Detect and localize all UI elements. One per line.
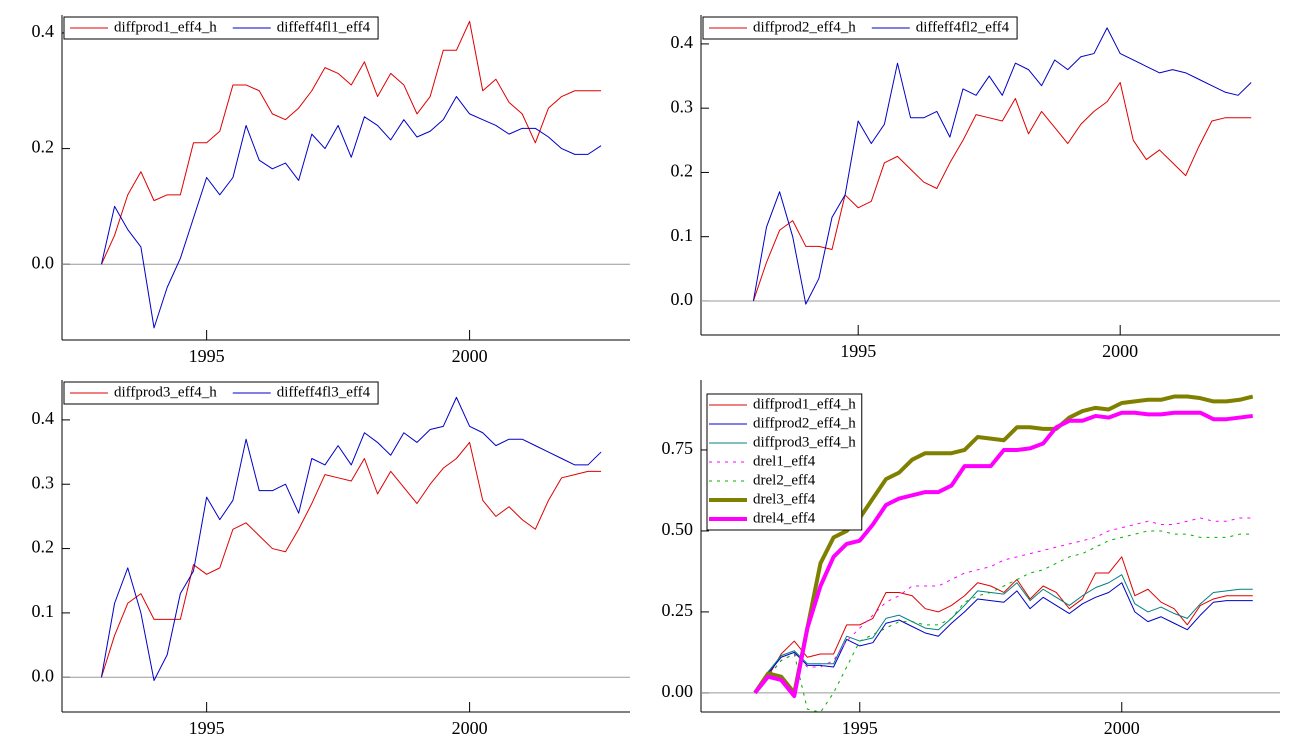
y-tick-label: 0.4 (671, 32, 694, 52)
legend-label: diffprod1_eff4_h (753, 396, 856, 412)
legend: diffprod1_eff4_h diffeff4fl1_eff4 (63, 16, 379, 40)
legend: diffprod2_eff4_h diffeff4fl2_eff4 (702, 16, 1018, 40)
y-tick-label: 0.3 (32, 472, 55, 492)
legend-label: drel2_eff4 (753, 472, 816, 488)
legend-label: diffeff4fl2_eff4 (916, 19, 1010, 35)
series-line (100, 441, 602, 678)
legend: diffprod1_eff4_h diffprod2_eff4_h diffprod… (706, 393, 863, 531)
y-tick-label: 0.2 (671, 161, 694, 181)
legend-label: drel1_eff4 (753, 453, 816, 469)
series-line (753, 410, 1253, 699)
y-tick-label: 0.0 (32, 665, 55, 685)
legend-label: diffprod1_eff4_h (114, 19, 217, 35)
series-line (752, 27, 1252, 305)
x-tick-label: 1995 (189, 718, 225, 738)
x-tick-label: 2000 (452, 346, 488, 366)
series-line (754, 517, 1253, 694)
y-tick-label: 0.1 (32, 601, 55, 621)
y-tick-label: 0.25 (662, 600, 694, 620)
legend-label: diffprod3_eff4_h (753, 434, 856, 450)
series-line (100, 396, 602, 681)
legend-label: drel3_eff4 (753, 491, 816, 507)
legend-box (63, 16, 379, 40)
y-tick-label: 0.75 (662, 438, 694, 458)
panel: 0.00 0.25 0.50 0.75 1995 2000 diffprod1_eff4_h… (662, 380, 1280, 738)
series-line (754, 582, 1253, 694)
series-line (753, 394, 1254, 695)
legend-box (63, 381, 379, 405)
y-tick-label: 0.2 (32, 137, 55, 157)
legend-box (702, 16, 1018, 40)
x-tick-label: 2000 (452, 718, 488, 738)
x-tick-label: 1995 (189, 346, 225, 366)
panel: 0.0 0.2 0.4 1995 2000 diffprod1_eff4_h diffeff… (32, 15, 630, 366)
x-tick-label: 2000 (1104, 718, 1140, 738)
y-tick-label: 0.4 (32, 21, 55, 41)
legend-label: diffprod2_eff4_h (753, 19, 856, 35)
series-line (100, 96, 602, 329)
legend-label: drel4_eff4 (753, 510, 816, 526)
y-tick-label: 0.0 (32, 252, 55, 272)
legend-box (706, 393, 863, 531)
y-tick-label: 0.4 (32, 408, 55, 428)
series-line (100, 20, 602, 265)
series-line (754, 574, 1253, 694)
y-tick-label: 0.2 (32, 537, 55, 557)
series-line (754, 530, 1253, 713)
y-tick-label: 0.50 (662, 519, 694, 539)
y-tick-label: 0.00 (662, 681, 694, 701)
y-tick-label: 0.0 (671, 289, 694, 309)
legend-label: diffprod2_eff4_h (753, 415, 856, 431)
x-tick-label: 2000 (1102, 341, 1138, 361)
y-tick-label: 0.3 (671, 96, 694, 116)
legend: diffprod3_eff4_h diffeff4fl3_eff4 (63, 381, 379, 405)
x-tick-label: 1995 (842, 718, 878, 738)
series-line (752, 81, 1252, 302)
y-tick-label: 0.1 (671, 225, 694, 245)
series-line (754, 556, 1253, 694)
x-tick-label: 1995 (840, 341, 876, 361)
legend-label: diffprod3_eff4_h (114, 384, 217, 400)
legend-label: diffeff4fl1_eff4 (277, 19, 371, 35)
legend-label: diffeff4fl3_eff4 (277, 384, 371, 400)
